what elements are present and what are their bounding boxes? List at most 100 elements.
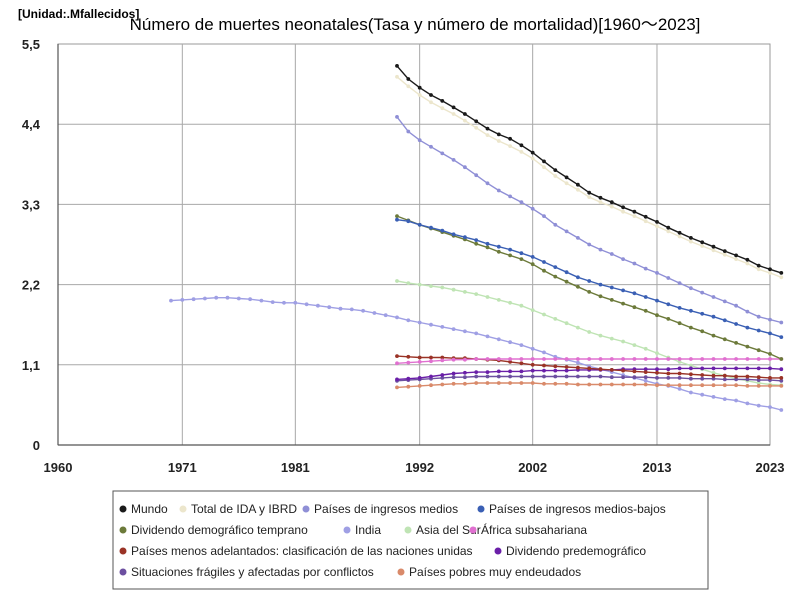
- series-9-point: [779, 367, 784, 372]
- series-4-point: [530, 262, 535, 267]
- series-8-point: [564, 365, 569, 369]
- series-7-point: [722, 357, 727, 361]
- series-6-point: [406, 281, 411, 285]
- series-0-point: [440, 99, 445, 103]
- series-5-point: [361, 308, 365, 313]
- series-0-point: [519, 143, 524, 148]
- series-3-point: [700, 311, 705, 316]
- x-tick-label: 2002: [518, 460, 547, 475]
- series-9-point: [700, 366, 705, 371]
- series-8-point: [689, 372, 693, 377]
- series-0-point: [666, 225, 671, 230]
- series-5: [169, 295, 784, 412]
- series-7-point: [700, 357, 705, 361]
- series-1-point: [598, 200, 603, 205]
- legend-label: Países pobres muy endeudados: [409, 565, 581, 579]
- series-7-point: [463, 357, 467, 362]
- series-8-point: [508, 360, 512, 364]
- series-7-point: [553, 357, 558, 361]
- series-0-point: [711, 244, 716, 249]
- series-3-point: [463, 235, 467, 240]
- series-5-point: [519, 343, 524, 347]
- series-8-point: [542, 363, 546, 368]
- series-3-point: [440, 228, 445, 233]
- series-10-point: [745, 377, 750, 382]
- series-7-point: [417, 360, 422, 364]
- series-1: [395, 74, 784, 280]
- series-6-point: [576, 325, 580, 330]
- legend-marker: [494, 547, 502, 555]
- series-11-point: [440, 382, 445, 387]
- series-2-point: [779, 320, 784, 325]
- series-7-point: [395, 361, 399, 366]
- series-0-point: [700, 240, 705, 245]
- series-4-point: [689, 325, 693, 330]
- series-4-point: [485, 245, 490, 250]
- series-4-point: [677, 321, 682, 326]
- series-3-point: [576, 275, 580, 280]
- series-5-point: [225, 295, 230, 300]
- x-tick-label: 1981: [281, 460, 310, 475]
- series-5-point: [745, 401, 750, 406]
- series-3-point: [643, 295, 648, 299]
- series-7-point: [576, 357, 580, 361]
- series-5-point: [383, 313, 388, 318]
- series-5-point: [722, 397, 727, 401]
- series-3-point: [553, 265, 558, 269]
- series-1-point: [734, 257, 738, 261]
- series-1-point: [553, 174, 558, 178]
- series-7-point: [609, 357, 614, 361]
- series-3-point: [756, 328, 761, 333]
- legend-label: Mundo: [131, 502, 168, 516]
- series-10-point: [621, 375, 625, 380]
- legend-label: Países de ingresos medios-bajos: [489, 502, 666, 516]
- series-10-point: [440, 376, 445, 380]
- series-11-point: [711, 383, 716, 388]
- series-8-point: [621, 368, 625, 373]
- series-7-point: [655, 357, 659, 361]
- series-4-point: [643, 308, 648, 313]
- series-7-point: [677, 357, 682, 361]
- series-4-point: [474, 241, 479, 246]
- series-4-point: [734, 341, 738, 345]
- series-2-point: [756, 314, 761, 319]
- series-11-point: [508, 381, 512, 385]
- series-10-point: [530, 374, 535, 379]
- legend-label: Situaciones frágiles y afectadas por con…: [131, 565, 374, 579]
- legend-marker: [119, 505, 127, 513]
- series-10-point: [711, 376, 716, 381]
- series-6-point: [463, 290, 467, 294]
- series-7-point: [440, 358, 445, 363]
- series-3-point: [598, 282, 603, 287]
- series-5-point: [711, 395, 716, 399]
- series-5-point: [779, 408, 784, 412]
- x-tick-label: 1971: [168, 460, 197, 475]
- series-5-point: [677, 387, 682, 391]
- series-1-point: [609, 204, 614, 209]
- series-5-point: [270, 300, 275, 304]
- series-10-point: [722, 377, 727, 382]
- legend-box: [112, 490, 709, 590]
- series-10-point: [666, 376, 671, 380]
- series-0-point: [530, 150, 535, 155]
- series-2-point: [463, 165, 467, 170]
- series-6-point: [632, 343, 637, 347]
- series-8-point: [666, 371, 671, 376]
- series-2-point: [542, 214, 546, 219]
- series-3-point: [632, 291, 637, 296]
- legend-marker: [119, 526, 127, 534]
- series-9-point: [519, 369, 524, 374]
- series-11-point: [609, 382, 614, 387]
- series-4-point: [542, 268, 546, 273]
- series-3-point: [395, 217, 399, 222]
- series-3-point: [655, 298, 659, 303]
- series-11-point: [485, 381, 490, 385]
- series-6-point: [395, 279, 399, 283]
- series-10-point: [700, 376, 705, 381]
- series-9-point: [655, 367, 659, 372]
- series-10-point: [756, 378, 761, 382]
- series-6-point: [756, 381, 761, 385]
- series-4-point: [553, 274, 558, 279]
- series-2: [395, 115, 784, 325]
- series-9-point: [722, 366, 727, 371]
